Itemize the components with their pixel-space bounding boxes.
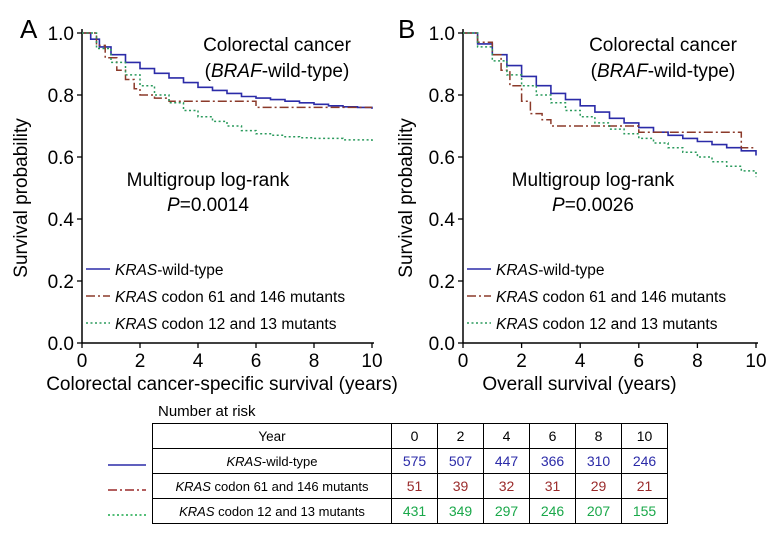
- x-tick-label: 10: [745, 351, 766, 372]
- series-line-2: [463, 32, 756, 149]
- logrank-annotation: Multigroup log-rank: [127, 170, 290, 191]
- series-line-3: [463, 32, 757, 178]
- risk-cell: 447: [483, 448, 530, 474]
- chart-subtitle: (BRAF-wild-type): [205, 61, 350, 82]
- legend-entry: KRAS-wild-type: [496, 262, 605, 279]
- legend-entry: KRAS codon 12 and 13 mutants: [496, 316, 718, 333]
- y-tick-label: 0.2: [429, 272, 455, 293]
- risk-cell: 207: [575, 498, 622, 524]
- risk-table-row: KRAS-wild-type 575 507 447 366 310 246: [152, 448, 668, 474]
- y-tick-label: 0.8: [429, 86, 455, 107]
- risk-cell: 155: [621, 498, 668, 524]
- risk-cell: 297: [483, 498, 530, 524]
- chart-legend: KRAS-wild-type KRAS codon 61 and 146 muta…: [467, 262, 726, 333]
- risk-row-label: KRAS codon 12 and 13 mutants: [152, 498, 392, 524]
- y-tick-label: 0.0: [429, 334, 455, 355]
- risk-header-year: Year: [152, 423, 392, 449]
- y-tick-label: 0.8: [48, 86, 74, 107]
- risk-table-line-keys: [108, 464, 146, 516]
- x-tick-label: 2: [516, 351, 527, 372]
- legend-entry: KRAS codon 12 and 13 mutants: [115, 316, 337, 333]
- risk-header-year-10: 10: [621, 423, 668, 449]
- risk-row-label: KRAS-wild-type: [152, 448, 392, 474]
- x-tick-label: 0: [77, 351, 88, 372]
- risk-cell: 51: [391, 473, 438, 499]
- legend-entry: KRAS codon 61 and 146 mutants: [115, 289, 345, 306]
- x-tick-label: 10: [361, 351, 382, 372]
- risk-cell: 366: [529, 448, 576, 474]
- y-tick-label: 0.6: [48, 148, 74, 169]
- chart-title: Colorectal cancer: [589, 35, 738, 56]
- y-axis-label: Survival probability: [396, 118, 417, 278]
- risk-cell: 310: [575, 448, 622, 474]
- x-axis-label: Colorectal cancer-specific survival (yea…: [46, 374, 398, 395]
- x-axis-label: Overall survival (years): [482, 374, 676, 395]
- risk-cell: 507: [437, 448, 484, 474]
- risk-table-header-row: Year 0 2 4 6 8 10: [152, 423, 668, 449]
- y-tick-label: 0.4: [48, 210, 75, 231]
- y-axis-label: Survival probability: [11, 118, 32, 278]
- y-tick-label: 0.6: [429, 148, 455, 169]
- risk-table-row: KRAS codon 12 and 13 mutants 431 349 297 246…: [152, 498, 668, 524]
- y-tick-label: 1.0: [48, 24, 74, 45]
- chart-legend: KRAS-wild-type KRAS codon 61 and 146 muta…: [86, 262, 345, 333]
- legend-entry: KRAS-wild-type: [115, 262, 224, 279]
- risk-header-year-0: 0: [391, 423, 438, 449]
- risk-row-label: KRAS codon 61 and 146 mutants: [152, 473, 392, 499]
- risk-header-year-2: 2: [437, 423, 484, 449]
- chart-subtitle: (BRAF-wild-type): [591, 61, 736, 82]
- x-tick-label: 6: [634, 351, 645, 372]
- risk-table-title: Number at risk: [158, 403, 256, 420]
- panel-letter: A: [20, 14, 38, 44]
- y-tick-label: 0.0: [48, 334, 74, 355]
- chart-title: Colorectal cancer: [203, 35, 352, 56]
- risk-cell: 31: [529, 473, 576, 499]
- risk-header-year-6: 6: [529, 423, 576, 449]
- x-tick-label: 4: [193, 351, 204, 372]
- series-line-1: [82, 32, 373, 109]
- panel-letter: B: [398, 14, 415, 44]
- x-tick-label: 8: [692, 351, 703, 372]
- risk-cell: 39: [437, 473, 484, 499]
- risk-cell: 32: [483, 473, 530, 499]
- legend-entry: KRAS codon 61 and 146 mutants: [496, 289, 726, 306]
- x-tick-label: 4: [575, 351, 586, 372]
- risk-header-year-8: 8: [575, 423, 622, 449]
- p-value-annotation: P=0.0014: [167, 195, 249, 216]
- risk-cell: 29: [575, 473, 622, 499]
- risk-cell: 246: [621, 448, 668, 474]
- x-tick-label: 2: [135, 351, 146, 372]
- p-value-annotation: P=0.0026: [552, 195, 634, 216]
- y-tick-label: 0.2: [48, 272, 74, 293]
- risk-cell: 246: [529, 498, 576, 524]
- x-tick-label: 8: [309, 351, 320, 372]
- series-line-1: [463, 32, 757, 156]
- risk-table: Year 0 2 4 6 8 10 KRAS-wild-type 575 507 44…: [152, 423, 668, 524]
- risk-cell: 575: [391, 448, 438, 474]
- x-tick-label: 0: [458, 351, 469, 372]
- y-tick-label: 0.4: [429, 210, 456, 231]
- risk-cell: 431: [391, 498, 438, 524]
- risk-cell: 349: [437, 498, 484, 524]
- risk-table-section: Number at risk Year 0 2 4 6 8 10 KRAS-wi…: [0, 400, 768, 542]
- risk-header-year-4: 4: [483, 423, 530, 449]
- chart-panel-b: B 0.0 0.2 0.4 0.6 0.8 1.0 0 2 4 6 8 10 Overall surviv…: [396, 14, 767, 395]
- logrank-annotation: Multigroup log-rank: [512, 170, 675, 191]
- risk-cell: 21: [621, 473, 668, 499]
- x-tick-label: 6: [251, 351, 262, 372]
- risk-table-row: KRAS codon 61 and 146 mutants 51 39 32 31 29 2…: [152, 473, 668, 499]
- y-tick-label: 1.0: [429, 24, 455, 45]
